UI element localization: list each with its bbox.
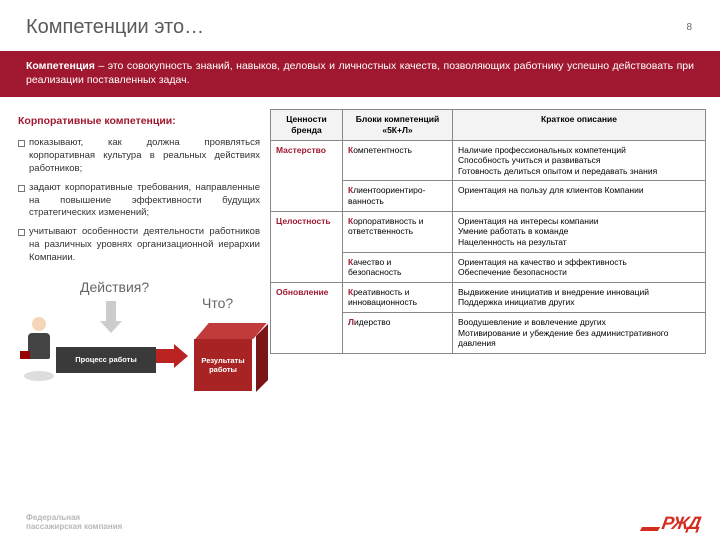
page-number: 8	[686, 22, 692, 33]
label-what: Что?	[202, 295, 233, 311]
rzd-logo: РЖД	[641, 513, 700, 534]
competencies-table: Ценности бренда Блоки компетенций «5К+Л»…	[270, 109, 706, 354]
desc-cell: Воодушевление и вовлечение другихМотивир…	[453, 313, 706, 354]
desc-cell: Выдвижение инициатив и внедрение инновац…	[453, 282, 706, 312]
page-title: Компетенции это…	[0, 0, 720, 51]
desc-cell: Ориентация на интересы компанииУмение ра…	[453, 211, 706, 252]
left-subheading: Корпоративные компетенции:	[18, 115, 260, 127]
table-row: МастерствоКомпетентностьНаличие професси…	[271, 140, 706, 181]
results-box-label: Результаты работы	[194, 339, 252, 391]
arrow-right-icon	[156, 349, 174, 363]
process-diagram: Действия? Что? Процесс работы Результаты…	[18, 279, 270, 419]
process-box: Процесс работы	[56, 347, 156, 373]
bullet-item: показывают, как должна проявляться корпо…	[18, 137, 260, 175]
value-cell: Обновление	[271, 282, 343, 353]
logo-text: РЖД	[660, 513, 702, 534]
block-cell: Качество и безопасность	[343, 252, 453, 282]
definition-text: – это совокупность знаний, навыков, дело…	[26, 60, 694, 86]
desc-cell: Ориентация на качество и эффективностьОб…	[453, 252, 706, 282]
block-cell: Компетентность	[343, 140, 453, 181]
definition-term: Компетенция	[26, 60, 95, 72]
bullet-list: показывают, как должна проявляться корпо…	[18, 137, 260, 264]
results-cube: Результаты работы	[194, 323, 264, 393]
table-row: ЦелостностьКорпоративность и ответственн…	[271, 211, 706, 252]
person-icon	[22, 317, 56, 377]
block-cell: Корпоративность и ответственность	[343, 211, 453, 252]
value-cell: Целостность	[271, 211, 343, 282]
table-row: ОбновлениеКреативность и инновационность…	[271, 282, 706, 312]
main-content: Корпоративные компетенции: показывают, к…	[0, 97, 720, 418]
th-blocks: Блоки компетенций «5К+Л»	[343, 110, 453, 140]
definition-banner: Компетенция – это совокупность знаний, н…	[0, 51, 720, 97]
block-cell: Клиентоориентиро-ванность	[343, 181, 453, 211]
value-cell: Мастерство	[271, 140, 343, 211]
footer: Федеральнаяпассажирская компания РЖД	[0, 506, 720, 540]
desc-cell: Ориентация на пользу для клиентов Компан…	[453, 181, 706, 211]
block-cell: Креативность и инновационность	[343, 282, 453, 312]
block-cell: Лидерство	[343, 313, 453, 354]
th-values: Ценности бренда	[271, 110, 343, 140]
left-column: Корпоративные компетенции: показывают, к…	[18, 109, 270, 418]
bullet-item: задают корпоративные требования, направл…	[18, 182, 260, 220]
footer-company: Федеральнаяпассажирская компания	[26, 514, 122, 532]
right-column: Ценности бренда Блоки компетенций «5К+Л»…	[270, 109, 706, 418]
bullet-item: учитывают особенности деятельности работ…	[18, 226, 260, 264]
desc-cell: Наличие профессиональных компетенцийСпос…	[453, 140, 706, 181]
th-desc: Краткое описание	[453, 110, 706, 140]
label-actions: Действия?	[80, 279, 149, 295]
